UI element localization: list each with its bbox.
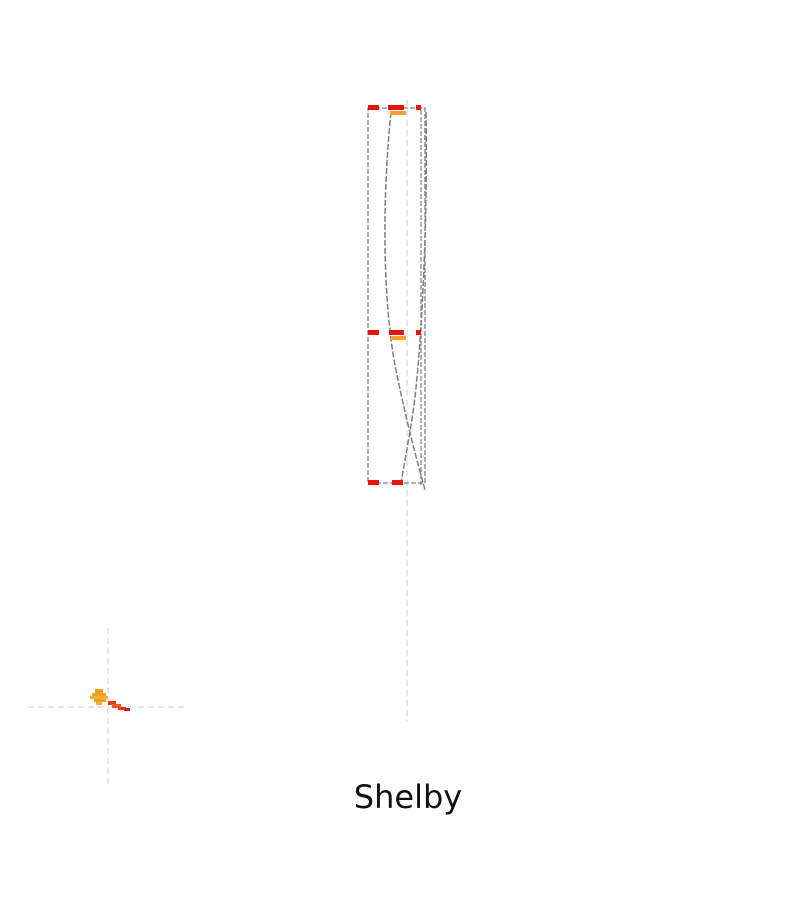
marker-top-right [416, 105, 421, 110]
mini-inset [28, 628, 188, 788]
marker-mid-left [368, 330, 379, 335]
marker-bottom-center [392, 480, 403, 485]
figure-curve-right [400, 111, 428, 484]
marker-mid-right [416, 330, 421, 335]
marker-bottom-left [368, 480, 379, 485]
marker-top-left [368, 105, 379, 110]
mini-shape [90, 689, 130, 711]
main-figure [367, 105, 428, 491]
figure-curve-left [384, 111, 426, 491]
marker-top-center [388, 105, 404, 110]
figure-outline [367, 107, 426, 484]
marker-mid-orange [391, 336, 406, 340]
caption-label: Shelby [354, 778, 462, 816]
marker-top-orange [390, 111, 406, 115]
marker-mid-center [389, 330, 404, 335]
